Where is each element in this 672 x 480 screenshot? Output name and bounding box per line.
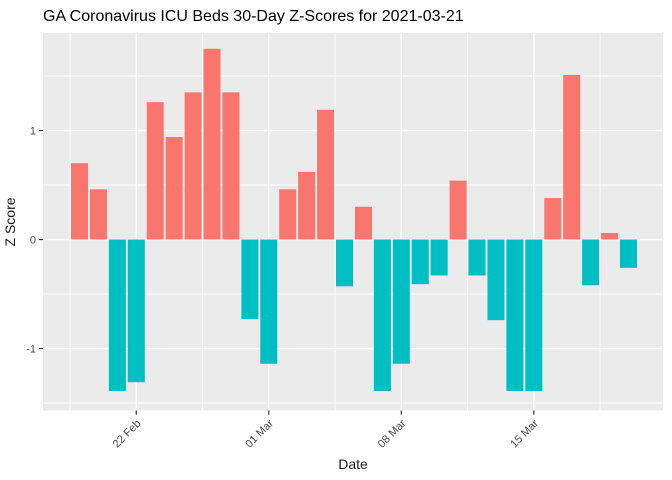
bar-2021-03-08 [392,239,410,364]
bar-2021-03-19 [601,232,619,240]
x-axis-title: Date [338,456,368,472]
y-tick-label: 0 [30,235,36,247]
bar-2021-02-28 [241,239,259,320]
x-tick-label: 01 Mar [243,417,276,450]
bar-2021-03-02 [279,189,297,240]
y-tick-label: 1 [30,126,36,138]
bar-2021-03-20 [619,239,637,268]
bar-2021-02-22 [127,239,145,383]
bar-2021-02-27 [222,92,240,240]
bar-2021-03-06 [354,206,372,240]
bar-2021-03-01 [260,239,278,364]
chart-title: GA Coronavirus ICU Beds 30-Day Z-Scores … [43,8,464,25]
bar-2021-03-03 [298,171,316,240]
bar-2021-02-21 [108,239,126,392]
bar-2021-03-15 [525,239,543,392]
bar-2021-03-09 [411,239,429,285]
x-tick-label: 15 Mar [508,417,541,450]
bar-2021-03-11 [449,180,467,240]
bar-2021-02-20 [89,189,107,240]
bar-2021-03-07 [373,239,391,392]
bar-2021-03-05 [336,239,354,287]
bar-2021-02-24 [165,137,183,240]
bar-2021-03-04 [317,109,335,240]
bar-2021-03-12 [468,239,486,276]
bar-2021-02-26 [203,48,221,240]
bar-2021-03-13 [487,239,505,321]
x-tick-label: 08 Mar [376,417,409,450]
bar-2021-02-25 [184,92,202,240]
bar-2021-03-14 [506,239,524,392]
bar-2021-02-19 [71,163,88,240]
y-axis-title: Z Score [2,197,18,246]
bar-2021-03-17 [563,74,581,240]
plot-panel: 1 0 -1 22 Feb 01 Mar 08 Mar 15 Mar [26,33,663,450]
bar-2021-03-10 [430,239,448,276]
bar-2021-03-16 [544,198,562,240]
x-tick-label: 22 Feb [111,418,144,451]
bar-2021-02-23 [146,102,164,240]
y-tick-label: -1 [26,344,36,356]
bar-2021-03-18 [582,239,600,286]
